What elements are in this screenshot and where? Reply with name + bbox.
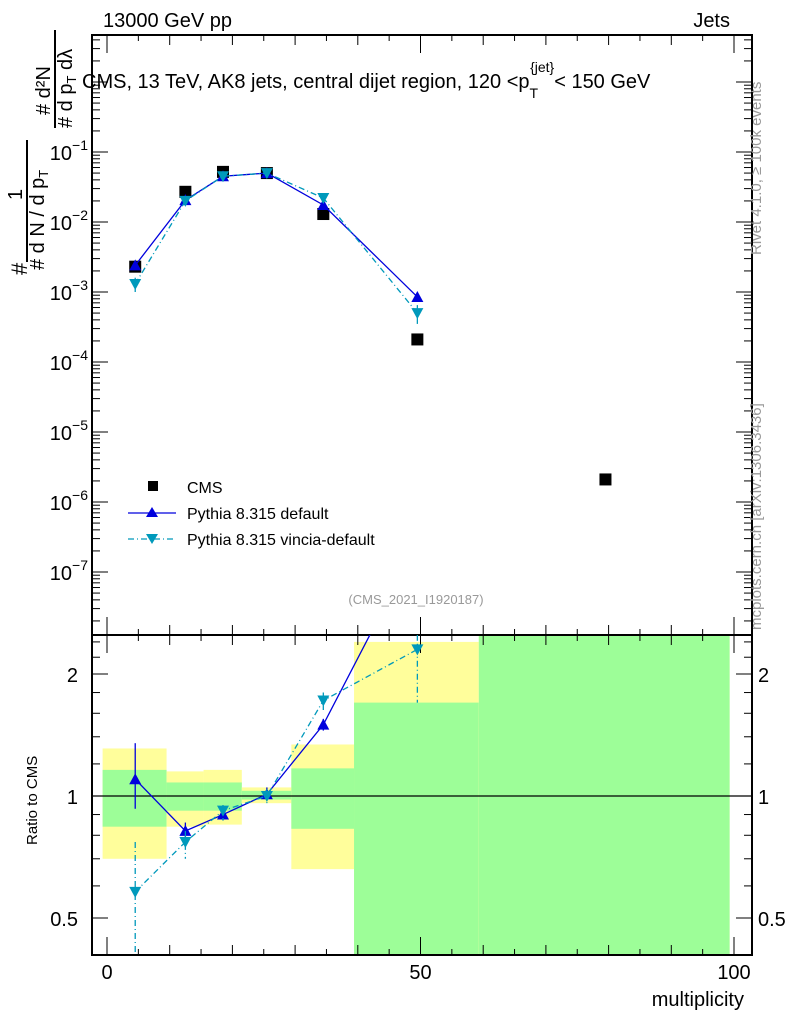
main-y-tick-label: 10−4 bbox=[50, 347, 88, 375]
analysis-id: (CMS_2021_I1920187) bbox=[348, 592, 483, 607]
x-tick-label: 100 bbox=[717, 962, 750, 984]
band-inner bbox=[478, 635, 730, 955]
vincia-ratio-point bbox=[216, 805, 229, 817]
default-data-point bbox=[411, 290, 424, 302]
legend-label-default: Pythia 8.315 default bbox=[187, 506, 329, 523]
legend-label-vincia: Pythia 8.315 vincia-default bbox=[187, 532, 375, 549]
cms-data-point bbox=[179, 185, 192, 198]
cms-data-point bbox=[599, 473, 612, 486]
vincia-data-point bbox=[179, 195, 192, 207]
ratio-y-tick-label-left: 0.5 bbox=[50, 909, 78, 931]
ratio-y-tick-label-left: 1 bbox=[67, 787, 78, 809]
vincia-ratio-point bbox=[317, 695, 330, 707]
vincia-ratio-point bbox=[411, 644, 424, 656]
default-ratio-point bbox=[411, 537, 423, 548]
ratio-y-tick-label-right: 0.5 bbox=[758, 909, 786, 931]
ratio-plot-frame bbox=[91, 634, 753, 956]
legend-label-cms: CMS bbox=[187, 480, 223, 497]
x-axis-label: multiplicity bbox=[652, 989, 744, 1011]
tick-labels: 10−1 10−2 10−3 10−4 10−5 10−6 10−7 0.5 0.5 1 1 2 2 0 5… bbox=[50, 137, 786, 984]
legend: CMS Pythia 8.315 default Pythia 8.315 vi… bbox=[128, 480, 375, 549]
ylabel-num1: 1 bbox=[5, 189, 27, 200]
data-marks bbox=[129, 165, 612, 953]
legend-marker-vincia bbox=[146, 534, 158, 544]
default-ratio-point bbox=[129, 773, 142, 785]
plot-frames bbox=[91, 34, 753, 956]
ratio-y-axis-label: Ratio to CMS bbox=[24, 756, 41, 845]
main-y-tick-label: 10−2 bbox=[50, 207, 88, 235]
vincia-data-point bbox=[216, 171, 229, 183]
ylabel-hash: # bbox=[7, 262, 32, 275]
vincia-ratio-point bbox=[260, 791, 273, 802]
vincia-line bbox=[134, 172, 418, 314]
vincia-data-point bbox=[260, 168, 273, 180]
vincia-ratio-point bbox=[129, 886, 142, 898]
main-y-axis-label: # 1 # d N / d pT # d²N # d pT dλ bbox=[5, 30, 79, 275]
main-y-tick-label: 10−1 bbox=[50, 137, 88, 165]
legend-marker-default bbox=[146, 507, 158, 517]
header-category: Jets bbox=[693, 10, 730, 32]
cms-data-point bbox=[317, 208, 330, 221]
vincia-data-point bbox=[317, 193, 330, 205]
vincia-data-point bbox=[411, 308, 424, 320]
default-line bbox=[134, 172, 418, 298]
default-ratio-point bbox=[179, 824, 192, 836]
x-tick-label: 0 bbox=[101, 962, 112, 984]
main-y-tick-label: 10−5 bbox=[50, 417, 88, 445]
band-inner bbox=[354, 702, 479, 955]
ylabel-num2: # d²N bbox=[33, 66, 55, 115]
cms-data-point bbox=[411, 333, 424, 346]
mcplots-label: mcplots.cern.ch [arXiv:1306.3436] bbox=[748, 403, 765, 630]
ylabel-den2: # d pT dλ bbox=[55, 49, 79, 128]
ratio-y-tick-label-left: 2 bbox=[67, 665, 78, 687]
default-ratio-line bbox=[134, 635, 371, 832]
band-inner bbox=[291, 768, 355, 829]
x-tick-label: 50 bbox=[409, 962, 431, 984]
header-process: 13000 GeV pp bbox=[103, 10, 232, 32]
vincia-ratio-point bbox=[179, 837, 192, 849]
ratio-y-tick-label-right: 2 bbox=[758, 665, 769, 687]
default-data-point bbox=[317, 198, 330, 210]
vincia-data-point bbox=[129, 279, 142, 291]
ratio-series bbox=[129, 537, 424, 953]
ratio-y-tick-label-right: 1 bbox=[758, 787, 769, 809]
legend-marker-cms bbox=[148, 481, 158, 491]
default-data-point bbox=[129, 259, 142, 271]
rivet-version-label: Rivet 4.1.0, ≥ 100k events bbox=[748, 82, 765, 255]
main-y-tick-label: 10−6 bbox=[50, 487, 88, 515]
plot-title: CMS, 13 TeV, AK8 jets, central dijet reg… bbox=[82, 59, 651, 101]
default-ratio-point bbox=[317, 718, 330, 730]
ratio-uncertainty-bands bbox=[102, 635, 730, 955]
main-series bbox=[129, 165, 612, 486]
main-y-tick-label: 10−3 bbox=[50, 277, 88, 305]
main-y-tick-label: 10−7 bbox=[50, 557, 88, 585]
ylabel-den1: # d N / d pT bbox=[27, 170, 51, 270]
